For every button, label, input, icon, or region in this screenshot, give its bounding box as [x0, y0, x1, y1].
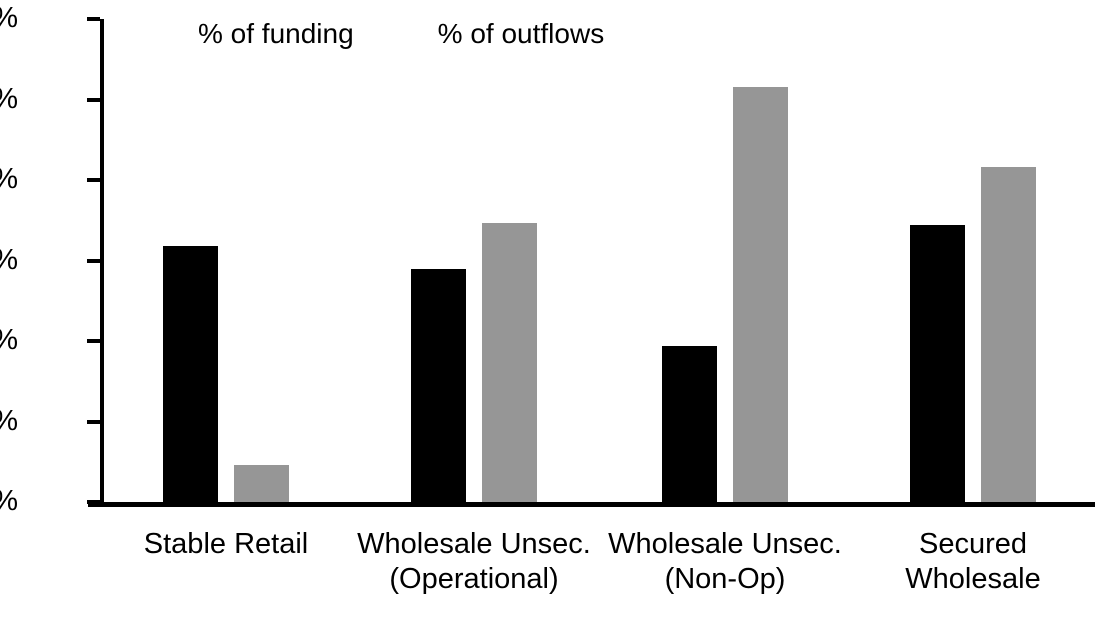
y-tick-label: 0%	[0, 487, 18, 516]
bar-outflows[interactable]	[733, 86, 788, 502]
bar-outflows[interactable]	[234, 464, 289, 502]
y-tick-30%	[87, 17, 100, 21]
legend-label-funding: % of funding	[198, 18, 354, 49]
x-axis-line	[88, 502, 1095, 507]
x-category-label: Stable Retail	[143, 528, 309, 560]
chart-legend: % of funding % of outflows	[168, 18, 604, 50]
y-tick-10%	[87, 339, 100, 343]
y-tick-15%	[87, 258, 100, 263]
legend-item-funding[interactable]: % of funding	[168, 20, 354, 48]
y-axis-line	[100, 19, 104, 504]
y-tick-25%	[87, 97, 100, 102]
y-tick-label: 25%	[0, 84, 18, 114]
y-tick-20%	[87, 178, 100, 182]
bar-funding[interactable]	[411, 268, 466, 502]
plot-area	[100, 19, 1095, 502]
x-category-label: Wholesale Unsec. (Non-Op)	[608, 528, 842, 595]
bar-funding[interactable]	[910, 225, 965, 502]
y-tick-5%	[87, 419, 100, 424]
bar-outflows[interactable]	[482, 223, 537, 502]
bar-outflows[interactable]	[981, 167, 1036, 502]
y-tick-label: 15%	[0, 245, 18, 275]
y-tick-0%	[87, 500, 100, 504]
x-category-label: Wholesale Unsec. (Operational)	[357, 528, 591, 595]
legend-label-outflows: % of outflows	[437, 18, 605, 49]
x-category-label: Secured Wholesale	[905, 528, 1041, 595]
bar-funding[interactable]	[163, 246, 218, 502]
y-tick-label: 20%	[0, 165, 18, 194]
bar-funding[interactable]	[662, 345, 717, 502]
y-tick-label: 10%	[0, 326, 18, 355]
y-tick-label: 30%	[0, 4, 18, 33]
legend-item-outflows[interactable]: % of outflows	[410, 20, 605, 48]
y-tick-label: 5%	[0, 406, 18, 436]
